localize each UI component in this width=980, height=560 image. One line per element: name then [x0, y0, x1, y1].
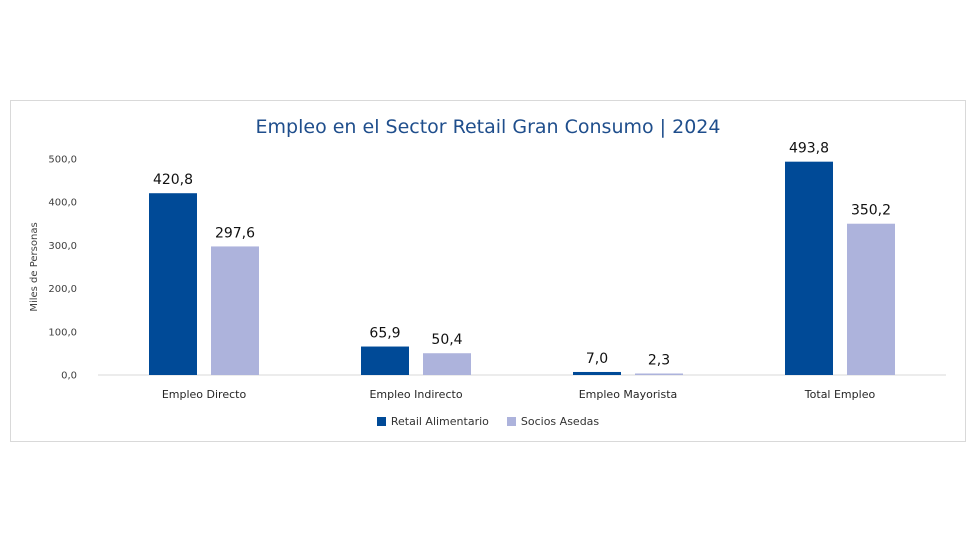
bar [635, 373, 683, 375]
bar [211, 246, 259, 375]
legend: Retail Alimentario Socios Asedas [11, 415, 965, 428]
data-label: 7,0 [586, 351, 608, 367]
legend-item-socios-asedas: Socios Asedas [506, 415, 600, 428]
data-label: 420,8 [153, 172, 193, 188]
y-axis-title: Miles de Personas [29, 222, 40, 311]
bar [573, 371, 621, 375]
legend-swatch-socios-asedas [506, 417, 516, 426]
legend-item-retail-alimentario: Retail Alimentario [376, 415, 489, 428]
x-category-label: Empleo Mayorista [579, 388, 678, 401]
y-tick-label: 400,0 [48, 198, 77, 209]
x-category-label: Empleo Indirecto [369, 388, 462, 401]
x-category-label: Total Empleo [804, 388, 876, 401]
bar [847, 223, 895, 375]
y-tick-label: 0,0 [61, 371, 77, 382]
y-tick-label: 100,0 [48, 327, 77, 338]
data-label: 493,8 [789, 141, 829, 157]
data-label: 50,4 [431, 332, 462, 348]
legend-label-retail-alimentario: Retail Alimentario [390, 415, 489, 428]
x-category-label: Empleo Directo [162, 388, 247, 401]
chart-frame: Empleo en el Sector Retail Gran Consumo … [10, 100, 966, 442]
legend-label-socios-asedas: Socios Asedas [520, 415, 600, 428]
legend-swatch-retail-alimentario [376, 417, 386, 426]
y-tick-label: 200,0 [48, 284, 77, 295]
bar [423, 353, 471, 375]
chart-title: Empleo en el Sector Retail Gran Consumo … [255, 116, 721, 138]
data-label: 297,6 [215, 225, 255, 241]
data-label: 65,9 [369, 326, 400, 342]
data-label: 2,3 [648, 353, 670, 369]
y-tick-label: 300,0 [48, 241, 77, 252]
y-tick-label: 500,0 [48, 155, 77, 166]
bar [361, 346, 409, 375]
data-label: 350,2 [851, 203, 891, 219]
bar-chart: 0,0 100,0 200,0 300,0 400,0 500,0 Miles de Per… [29, 141, 946, 401]
bar [785, 161, 833, 375]
bar [149, 193, 197, 375]
